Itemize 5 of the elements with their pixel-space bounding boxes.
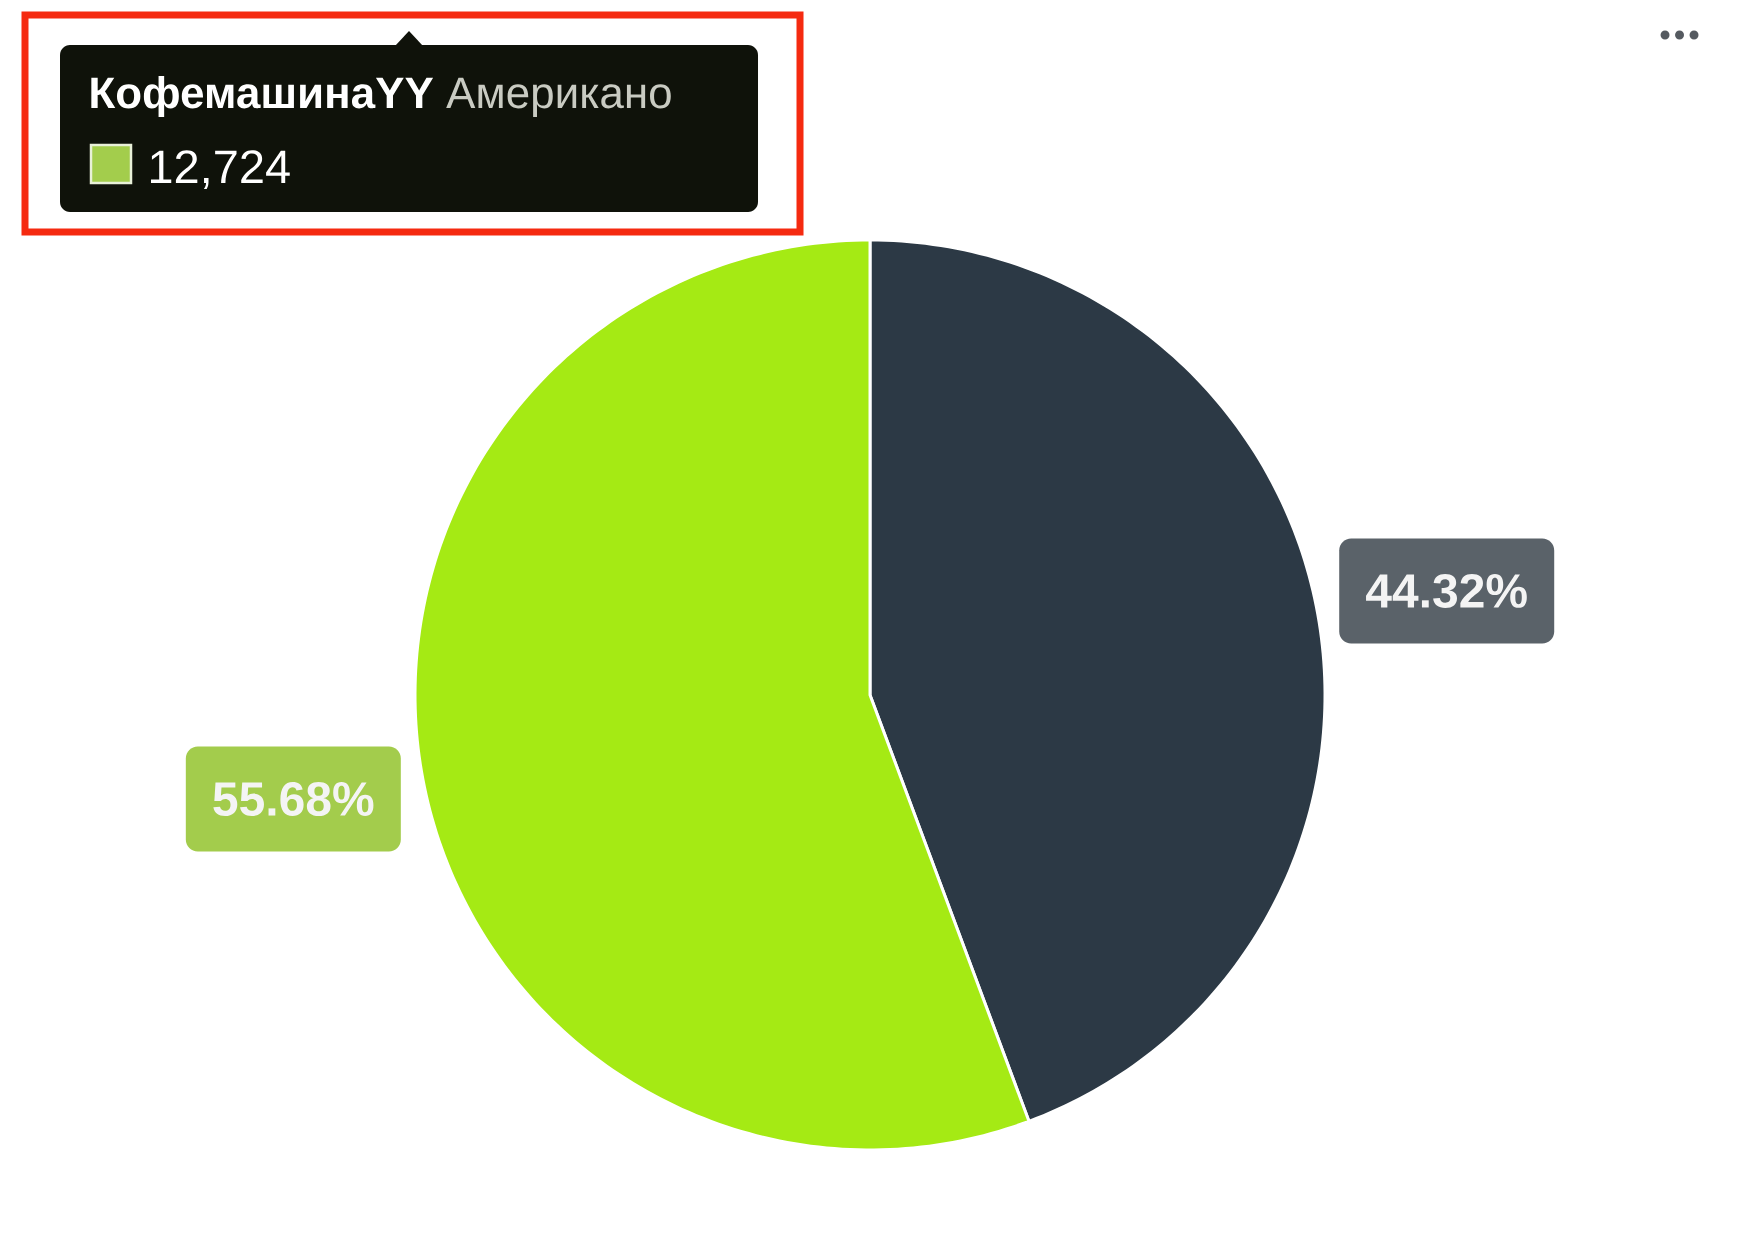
text: 12,724 (150, 150, 290, 189)
data-label: 44.32% (1366, 573, 1527, 608)
text: Американо (446, 77, 671, 118)
text: КофемашинаYY (91, 76, 434, 118)
data-label: 55.68% (213, 782, 374, 816)
